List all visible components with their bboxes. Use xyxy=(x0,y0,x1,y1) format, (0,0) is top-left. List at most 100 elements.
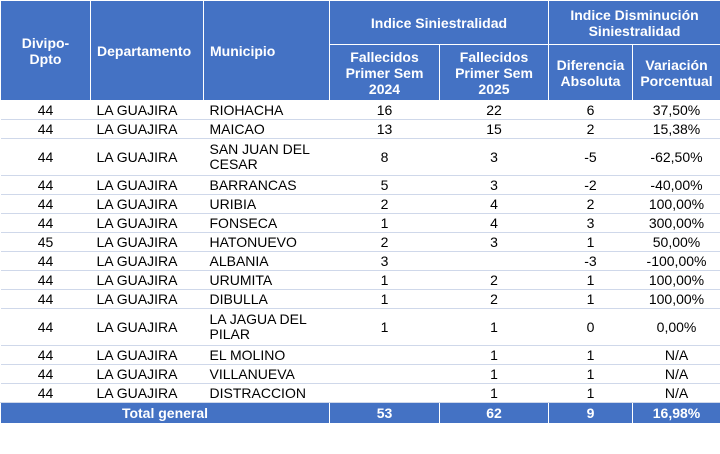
cell-departamento: LA GUAJIRA xyxy=(90,270,204,290)
cell-variacion: 100,00% xyxy=(632,289,720,309)
cell-variacion: N/A xyxy=(632,383,720,403)
cell-variacion: 15,38% xyxy=(632,119,720,139)
header-departamento: Departamento xyxy=(90,0,204,101)
total-label: Total general xyxy=(0,402,330,424)
cell-municipio: BARRANCAS xyxy=(203,175,330,195)
cell-divipo: 44 xyxy=(0,308,91,346)
cell-diferencia: 2 xyxy=(548,119,633,139)
cell-diferencia: 1 xyxy=(548,270,633,290)
cell-fallecidos-2024: 1 xyxy=(329,270,440,290)
cell-variacion: 0,00% xyxy=(632,308,720,346)
cell-variacion: 300,00% xyxy=(632,213,720,233)
cell-fallecidos-2025: 3 xyxy=(439,232,549,252)
cell-departamento: LA GUAJIRA xyxy=(90,289,204,309)
cell-fallecidos-2024: 3 xyxy=(329,251,440,271)
cell-divipo: 44 xyxy=(0,345,91,365)
cell-departamento: LA GUAJIRA xyxy=(90,232,204,252)
cell-fallecidos-2025 xyxy=(439,251,549,271)
cell-diferencia: 1 xyxy=(548,383,633,403)
cell-departamento: LA GUAJIRA xyxy=(90,345,204,365)
cell-divipo: 44 xyxy=(0,270,91,290)
cell-divipo: 44 xyxy=(0,138,91,176)
header-divipo: Divipo- Dpto xyxy=(0,0,91,101)
total-f2024: 53 xyxy=(329,402,440,424)
cell-fallecidos-2025: 3 xyxy=(439,175,549,195)
cell-departamento: LA GUAJIRA xyxy=(90,175,204,195)
cell-fallecidos-2025: 2 xyxy=(439,270,549,290)
cell-fallecidos-2024: 1 xyxy=(329,289,440,309)
cell-fallecidos-2024: 1 xyxy=(329,213,440,233)
cell-diferencia: -2 xyxy=(548,175,633,195)
cell-departamento: LA GUAJIRA xyxy=(90,213,204,233)
header-fallecidos-2024: Fallecidos Primer Sem 2024 xyxy=(329,44,440,101)
cell-variacion: -40,00% xyxy=(632,175,720,195)
cell-divipo: 44 xyxy=(0,213,91,233)
table-row: 44 LA GUAJIRA LA JAGUA DEL PILAR 1 1 0 0,00% xyxy=(0,308,720,346)
cell-fallecidos-2024: 2 xyxy=(329,194,440,214)
table-row: 44 LA GUAJIRA BARRANCAS 5 3 -2 -40,00% xyxy=(0,175,720,195)
cell-variacion: N/A xyxy=(632,364,720,384)
cell-fallecidos-2024 xyxy=(329,345,440,365)
table-row: 44 LA GUAJIRA VILLANUEVA 1 1 N/A xyxy=(0,364,720,384)
header-fallecidos-2025: Fallecidos Primer Sem 2025 xyxy=(439,44,549,101)
cell-variacion: 37,50% xyxy=(632,100,720,120)
table-row: 44 LA GUAJIRA URUMITA 1 2 1 100,00% xyxy=(0,270,720,290)
table-row: 44 LA GUAJIRA MAICAO 13 15 2 15,38% xyxy=(0,119,720,139)
cell-divipo: 44 xyxy=(0,364,91,384)
cell-municipio: SAN JUAN DEL CESAR xyxy=(203,138,330,176)
cell-diferencia: 0 xyxy=(548,308,633,346)
cell-fallecidos-2024: 13 xyxy=(329,119,440,139)
cell-diferencia: 1 xyxy=(548,364,633,384)
cell-municipio: RIOHACHA xyxy=(203,100,330,120)
header-group-disminucion: Indice Disminución Siniestralidad xyxy=(547,0,720,45)
cell-variacion: -100,00% xyxy=(632,251,720,271)
header-group-siniestralidad: Indice Siniestralidad xyxy=(329,0,549,45)
cell-departamento: LA GUAJIRA xyxy=(90,100,204,120)
table-row: 44 LA GUAJIRA FONSECA 1 4 3 300,00% xyxy=(0,213,720,233)
cell-departamento: LA GUAJIRA xyxy=(90,138,204,176)
cell-municipio: URIBIA xyxy=(203,194,330,214)
cell-municipio: DISTRACCION xyxy=(203,383,330,403)
table-row: 45 LA GUAJIRA HATONUEVO 2 3 1 50,00% xyxy=(0,232,720,252)
cell-municipio: EL MOLINO xyxy=(203,345,330,365)
cell-departamento: LA GUAJIRA xyxy=(90,194,204,214)
cell-fallecidos-2025: 3 xyxy=(439,138,549,176)
cell-departamento: LA GUAJIRA xyxy=(90,251,204,271)
cell-fallecidos-2024 xyxy=(329,383,440,403)
table-row: 44 LA GUAJIRA EL MOLINO 1 1 N/A xyxy=(0,345,720,365)
total-diferencia: 9 xyxy=(548,402,633,424)
cell-municipio: LA JAGUA DEL PILAR xyxy=(203,308,330,346)
cell-divipo: 44 xyxy=(0,251,91,271)
cell-variacion: 50,00% xyxy=(632,232,720,252)
cell-variacion: 100,00% xyxy=(632,194,720,214)
table-row: 44 LA GUAJIRA SAN JUAN DEL CESAR 8 3 -5 -62,50… xyxy=(0,138,720,176)
total-row: Total general 53 62 9 16,98% xyxy=(0,402,720,424)
cell-diferencia: 6 xyxy=(548,100,633,120)
cell-diferencia: 1 xyxy=(548,289,633,309)
table-row: 44 LA GUAJIRA RIOHACHA 16 22 6 37,50% xyxy=(0,100,720,120)
cell-variacion: N/A xyxy=(632,345,720,365)
cell-fallecidos-2024: 2 xyxy=(329,232,440,252)
cell-fallecidos-2025: 22 xyxy=(439,100,549,120)
cell-diferencia: 2 xyxy=(548,194,633,214)
cell-diferencia: 1 xyxy=(548,232,633,252)
header-variacion: Variación Porcentual xyxy=(631,44,720,101)
cell-fallecidos-2024 xyxy=(329,364,440,384)
cell-fallecidos-2024: 5 xyxy=(329,175,440,195)
cell-departamento: LA GUAJIRA xyxy=(90,364,204,384)
cell-fallecidos-2025: 1 xyxy=(439,345,549,365)
cell-divipo: 44 xyxy=(0,175,91,195)
cell-diferencia: 1 xyxy=(548,345,633,365)
table-body: 44 LA GUAJIRA RIOHACHA 16 22 6 37,50% 44 LA GUAJ… xyxy=(0,100,720,403)
cell-diferencia: 3 xyxy=(548,213,633,233)
cell-fallecidos-2024: 16 xyxy=(329,100,440,120)
cell-municipio: URUMITA xyxy=(203,270,330,290)
cell-departamento: LA GUAJIRA xyxy=(90,383,204,403)
table-row: 44 LA GUAJIRA ALBANIA 3 -3 -100,00% xyxy=(0,251,720,271)
table-row: 44 LA GUAJIRA URIBIA 2 4 2 100,00% xyxy=(0,194,720,214)
cell-departamento: LA GUAJIRA xyxy=(90,119,204,139)
cell-fallecidos-2024: 1 xyxy=(329,308,440,346)
cell-fallecidos-2025: 4 xyxy=(439,194,549,214)
cell-fallecidos-2025: 4 xyxy=(439,213,549,233)
cell-fallecidos-2025: 2 xyxy=(439,289,549,309)
